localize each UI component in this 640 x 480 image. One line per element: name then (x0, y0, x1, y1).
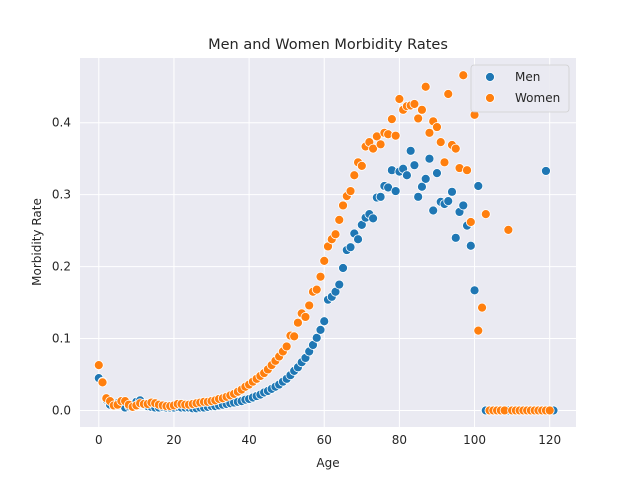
point-men (409, 160, 420, 171)
point-men (405, 145, 416, 156)
point-men (402, 170, 412, 181)
legend-label-women: Women (515, 91, 560, 105)
x-tick-label: 80 (392, 433, 407, 447)
x-tick-label: 100 (463, 433, 486, 447)
point-women (304, 300, 315, 311)
point-men (420, 173, 431, 184)
point-men (473, 181, 484, 191)
point-women (417, 104, 427, 115)
legend-marker-women (485, 93, 495, 103)
point-men (447, 186, 457, 197)
point-women (439, 157, 450, 168)
point-women (394, 94, 405, 104)
point-men (424, 153, 435, 164)
point-men (413, 191, 424, 202)
point-men (541, 166, 551, 176)
point-women (420, 81, 431, 92)
point-men (417, 181, 427, 192)
chart-title: Men and Women Morbidity Rates (208, 37, 448, 53)
legend-label-men: Men (515, 70, 540, 84)
point-men (450, 232, 461, 243)
point-women (435, 137, 446, 148)
point-women (368, 143, 378, 154)
x-tick-label: 60 (317, 433, 332, 447)
point-men (432, 168, 442, 178)
x-tick-label: 40 (241, 433, 256, 447)
legend: Men Women (470, 64, 570, 113)
legend-marker-men (485, 72, 495, 82)
point-women (289, 331, 300, 342)
data-points (93, 70, 559, 416)
point-men (375, 191, 386, 202)
point-women (443, 89, 454, 99)
y-tick-label: 0.1 (52, 332, 71, 346)
point-men (353, 234, 363, 245)
point-women (409, 99, 420, 109)
x-tick-labels: 0 20 40 60 80 100 120 (95, 433, 561, 447)
point-men (338, 263, 348, 273)
y-tick-label: 0.0 (52, 403, 71, 417)
point-women (375, 139, 386, 150)
x-tick-label: 0 (95, 433, 103, 447)
point-men (458, 200, 469, 211)
point-men (390, 186, 401, 196)
y-tick-label: 0.2 (52, 260, 71, 274)
point-women (462, 165, 472, 176)
point-women (544, 405, 555, 416)
point-men (428, 205, 439, 216)
point-women (390, 130, 401, 141)
point-men (368, 213, 378, 224)
point-women (356, 160, 367, 171)
point-women (450, 143, 461, 154)
point-women (334, 214, 345, 225)
x-axis-label: Age (316, 456, 339, 470)
point-men (443, 196, 454, 207)
y-tick-label: 0.3 (52, 188, 71, 202)
point-men (334, 279, 345, 290)
point-women (311, 284, 322, 295)
point-women (458, 70, 469, 81)
point-women (432, 122, 442, 132)
point-women (349, 170, 360, 181)
point-women (480, 209, 491, 219)
point-women (386, 114, 397, 125)
point-women (503, 225, 514, 235)
y-tick-labels: 0.0 0.1 0.2 0.3 0.4 (52, 116, 71, 418)
point-women (473, 325, 484, 336)
point-women (424, 127, 435, 138)
point-women (338, 200, 348, 211)
x-tick-label: 120 (538, 433, 561, 447)
point-women (465, 217, 476, 227)
point-women (345, 186, 356, 196)
point-women (281, 341, 292, 352)
legend-box (470, 64, 570, 113)
point-men (469, 285, 480, 296)
point-women (413, 113, 424, 124)
point-women (330, 229, 341, 240)
point-women (319, 255, 330, 266)
point-women (293, 317, 303, 328)
x-tick-label: 20 (166, 433, 181, 447)
point-women (97, 377, 108, 388)
point-men (465, 240, 476, 251)
point-women (300, 312, 311, 322)
y-tick-label: 0.4 (52, 116, 71, 130)
point-women (315, 271, 326, 282)
y-axis-label: Morbidity Rate (30, 198, 44, 286)
point-women (477, 302, 487, 313)
point-men (311, 332, 322, 343)
point-men (345, 242, 356, 253)
point-men (315, 324, 326, 335)
point-women (93, 360, 104, 371)
point-men (319, 316, 330, 327)
